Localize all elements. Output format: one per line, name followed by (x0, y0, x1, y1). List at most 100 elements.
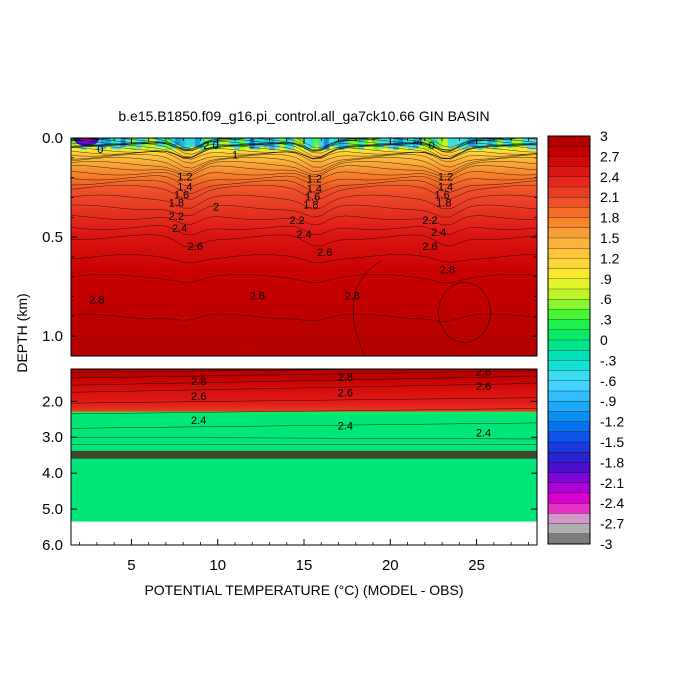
colorbar-label: 3 (600, 128, 608, 144)
colorbar-label: -1.8 (600, 454, 624, 470)
colorbar-label: .6 (600, 291, 612, 307)
surface-anomaly-cell (185, 138, 191, 150)
surface-anomaly-cell (304, 138, 310, 150)
contour-line (71, 157, 537, 172)
y-axis-label: DEPTH (km) (14, 293, 30, 372)
colorbar-label: -3 (600, 536, 613, 552)
surface-anomaly-cell (383, 138, 389, 146)
x-axis-label: POTENTIAL TEMPERATURE (°C) (MODEL - OBS) (144, 582, 463, 598)
colorbar-label: -2.4 (600, 495, 624, 511)
surface-anomaly-cell (452, 138, 459, 146)
surface-anomaly-cell (442, 138, 449, 150)
surface-anomaly-cell (95, 138, 102, 150)
colorbar-swatch (547, 237, 591, 249)
contour-label: 1.2 (177, 172, 192, 184)
colorbar-swatch (547, 268, 591, 280)
colorbar-swatch (547, 339, 591, 351)
colorbar-label: 1.2 (600, 250, 620, 266)
colorbar-swatch (547, 360, 591, 372)
contour-label: 1.4 (438, 181, 453, 193)
colorbar-swatch (547, 156, 591, 168)
surface-anomaly-cell (175, 138, 181, 146)
contour-line (352, 260, 382, 356)
colorbar-label: 2.4 (600, 169, 620, 185)
surface-anomaly-cell (234, 138, 241, 150)
surface-anomaly-cell (487, 138, 493, 147)
surface-anomaly-cell (180, 138, 186, 150)
x-tick-label: 5 (127, 557, 135, 574)
colorbar-swatch (547, 380, 591, 392)
surface-anomaly-cell (502, 138, 508, 147)
colorbar-swatch (547, 492, 591, 504)
surface-anomaly-cell (517, 138, 523, 149)
contour-label: 2.4 (338, 420, 353, 432)
contour-line (71, 141, 537, 152)
y-tick-label: 4.0 (42, 465, 63, 482)
surface-anomaly-cell (190, 138, 196, 147)
colorbar-swatch (547, 370, 591, 382)
contour-line (71, 154, 537, 169)
contour-line (71, 165, 537, 178)
contour-label: 2.6 (317, 247, 332, 259)
surface-anomaly-cell (343, 138, 350, 149)
surface-anomaly-cell (264, 138, 270, 148)
contour-label: -2.0 (200, 140, 219, 152)
colorbar-swatch (547, 462, 591, 474)
colorbar-frame (547, 135, 591, 545)
colorbar-swatch (547, 197, 591, 208)
colorbar-swatch (547, 227, 591, 239)
contour-line (71, 254, 537, 264)
colorbar-swatch (547, 390, 591, 402)
colorbar-swatch (547, 452, 591, 463)
surface-anomaly-cell (368, 138, 374, 148)
contour-line (71, 194, 537, 210)
contour-label: 2.8 (250, 290, 265, 302)
colorbar-label: .9 (600, 271, 612, 287)
contour-label: 1.4 (307, 183, 322, 195)
surface-anomaly-cell (477, 138, 484, 150)
colorbar-swatch (547, 472, 591, 484)
contour-label: 2.2 (169, 211, 184, 223)
colorbar-swatch (547, 248, 591, 259)
colorbar-label: -1.2 (600, 414, 624, 430)
surface-anomaly-cell (224, 138, 231, 147)
contour-label: 2.8 (89, 294, 104, 306)
contour-line (71, 422, 537, 429)
contour-line (71, 369, 404, 373)
colorbar: 3 2.7 2.4 2.1 1.8 1.5 1.2 .9 .6 .3 0 -.3 -.6 -.9 -1.2 -… (547, 128, 624, 552)
surface-anomaly-cell (437, 138, 444, 148)
contour-line (71, 170, 537, 181)
contour-label: 1.8 (169, 197, 184, 209)
colorbar-swatch (547, 186, 591, 198)
surface-anomaly-cell (170, 138, 176, 149)
surface-anomaly-cell (105, 138, 112, 146)
y-tick-label: 5.0 (42, 501, 63, 518)
contour-line (71, 436, 537, 440)
colorbar-swatch (547, 533, 591, 545)
contour-label: 2.4 (431, 227, 446, 239)
colorbar-swatch (547, 523, 591, 535)
surface-anomaly-cell (309, 138, 315, 149)
x-tick-label: 25 (468, 557, 485, 574)
contour-label: 2.2 (289, 215, 304, 227)
contour-label: 1.6 (174, 189, 189, 201)
y-tick-label: 0.5 (42, 229, 63, 246)
colorbar-swatch (547, 299, 591, 310)
contour-label: 1.8 (436, 197, 451, 209)
surface-anomaly-cell (492, 138, 498, 150)
contour-label: 2.8 (345, 290, 360, 302)
contour-label: 1.6 (434, 189, 449, 201)
y-tick-label: 0.0 (42, 130, 63, 147)
contour-label: 0 (97, 144, 103, 156)
contour-line (71, 313, 537, 322)
colorbar-swatch (547, 503, 591, 514)
chart-title: b.e15.B1850.f09_g16.pi_control.all_ga7ck… (118, 108, 489, 124)
colorbar-label: -2.1 (600, 475, 624, 491)
surface-anomaly-cell (378, 138, 384, 149)
contour-label: 2 (213, 201, 219, 213)
surface-anomaly-cell (313, 138, 320, 146)
surface-anomaly-cell (348, 138, 355, 146)
surface-anomaly-cell (140, 138, 146, 146)
colorbar-label: -.3 (600, 352, 617, 368)
contour-label: 2.4 (296, 229, 311, 241)
